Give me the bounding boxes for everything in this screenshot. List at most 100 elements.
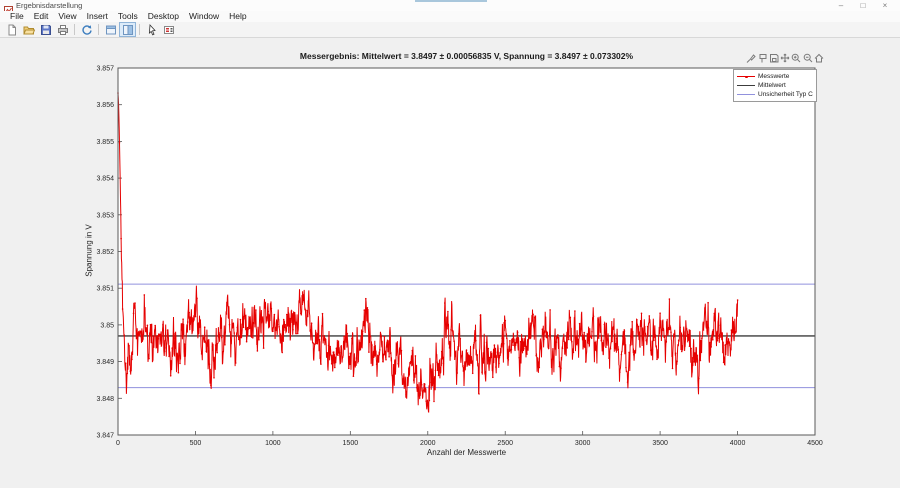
dock-icon[interactable]: [119, 22, 136, 37]
measurement-marker: [292, 328, 294, 331]
measurement-marker: [578, 322, 581, 325]
measurement-marker: [261, 318, 263, 321]
measurement-marker: [693, 361, 695, 363]
measurement-marker: [382, 360, 384, 363]
measurement-marker: [335, 347, 338, 350]
measurement-marker: [535, 355, 537, 357]
measurement-marker: [227, 305, 229, 308]
measurement-marker: [668, 298, 671, 300]
edit-plot-cursor-icon[interactable]: [143, 22, 160, 37]
zoom-in-icon[interactable]: [791, 52, 801, 63]
measurement-marker: [346, 332, 349, 335]
datatip-icon[interactable]: [757, 52, 767, 63]
measurement-marker: [230, 340, 232, 342]
measurement-marker: [479, 314, 482, 317]
legend-entry: Unsicherheit Typ C: [737, 90, 816, 99]
plot-svg[interactable]: 0 500 1000 1500 2000 2500 3000 3500 4000 4500 3.84…: [0, 38, 900, 488]
menu-item-insert[interactable]: Insert: [86, 11, 108, 21]
measurement-marker: [417, 391, 420, 394]
measurement-marker: [323, 339, 325, 341]
measurement-marker: [270, 307, 273, 310]
maximize-button[interactable]: □: [860, 1, 866, 10]
measurement-marker: [121, 308, 124, 310]
measurement-marker: [694, 356, 697, 359]
measurement-marker: [594, 341, 596, 344]
menu-item-tools[interactable]: Tools: [117, 11, 138, 21]
measurement-marker: [732, 331, 734, 334]
measurement-marker: [329, 345, 332, 348]
measurement-marker: [447, 310, 449, 313]
measurement-marker: [211, 345, 214, 348]
measurement-marker: [180, 329, 183, 331]
menu-item-edit[interactable]: Edit: [33, 11, 49, 21]
minimize-button[interactable]: –: [838, 1, 844, 10]
menu-item-desktop[interactable]: Desktop: [147, 11, 179, 21]
measurement-marker: [380, 335, 383, 338]
measurement-marker: [224, 344, 226, 346]
measurement-marker: [134, 302, 136, 304]
measurement-marker: [451, 329, 454, 332]
measurement-marker: [721, 332, 723, 334]
measurement-marker: [513, 344, 516, 347]
measurement-marker: [253, 311, 256, 314]
measurement-marker: [662, 329, 664, 332]
home-icon[interactable]: [814, 52, 824, 63]
measurement-marker: [154, 324, 156, 327]
zoom-out-icon[interactable]: [802, 52, 812, 63]
measurement-marker: [625, 366, 627, 369]
measurement-marker: [289, 317, 291, 320]
measurement-marker: [174, 347, 177, 350]
menu-item-help[interactable]: Help: [229, 11, 247, 21]
menu-item-view[interactable]: View: [58, 11, 77, 21]
measurement-marker: [259, 317, 262, 320]
measurement-marker: [543, 338, 545, 341]
brush-icon[interactable]: [746, 52, 756, 63]
measurement-marker: [403, 381, 406, 384]
menu-item-file[interactable]: File: [10, 11, 24, 21]
measurement-marker: [519, 340, 522, 343]
measurement-marker: [199, 319, 201, 322]
window-title: Ergebnisdarstellung: [16, 1, 83, 10]
measurement-marker: [450, 329, 452, 331]
y-tick-label: 3.85: [100, 322, 114, 329]
y-tick-label: 3.851: [96, 286, 114, 293]
measurement-marker: [168, 355, 170, 358]
measurement-marker: [636, 319, 638, 321]
measurement-marker: [428, 399, 431, 402]
legend[interactable]: Messwerte Mittelwert Unsicherheit Typ C: [733, 69, 817, 102]
close-button[interactable]: ×: [882, 1, 888, 10]
measurement-marker: [719, 324, 722, 327]
save-icon[interactable]: [37, 22, 54, 37]
save-view-icon[interactable]: [769, 52, 779, 63]
undock-icon[interactable]: [102, 22, 119, 37]
measurement-marker: [146, 324, 149, 327]
new-document-icon[interactable]: [3, 22, 20, 37]
measurement-marker: [591, 331, 593, 333]
measurement-marker: [258, 339, 260, 341]
measurement-marker: [357, 358, 359, 361]
toolbar-separator: [139, 24, 140, 35]
measurement-marker: [320, 363, 322, 365]
measurement-marker: [462, 370, 465, 372]
measurement-marker: [634, 349, 637, 352]
menu-item-window[interactable]: Window: [188, 11, 220, 21]
measurement-marker: [343, 335, 345, 338]
refresh-icon[interactable]: [78, 22, 95, 37]
measurement-marker: [151, 342, 153, 344]
print-icon[interactable]: [54, 22, 71, 37]
legend-label: Mittelwert: [758, 82, 786, 89]
plot-area[interactable]: [118, 68, 815, 435]
measurement-marker: [459, 337, 462, 340]
measurement-marker: [555, 341, 558, 343]
measurement-marker: [354, 363, 356, 365]
measurement-marker: [470, 362, 472, 365]
measurement-marker: [615, 338, 618, 340]
open-folder-icon[interactable]: [20, 22, 37, 37]
measurement-marker: [334, 366, 336, 369]
pan-icon[interactable]: [780, 52, 790, 63]
measurement-marker: [485, 341, 488, 344]
measurement-marker: [504, 319, 507, 322]
plot-title: Messergebnis: Mittelwert = 3.8497 ± 0.00…: [299, 51, 634, 61]
insert-legend-icon[interactable]: [160, 22, 177, 37]
measurement-marker: [169, 375, 172, 377]
